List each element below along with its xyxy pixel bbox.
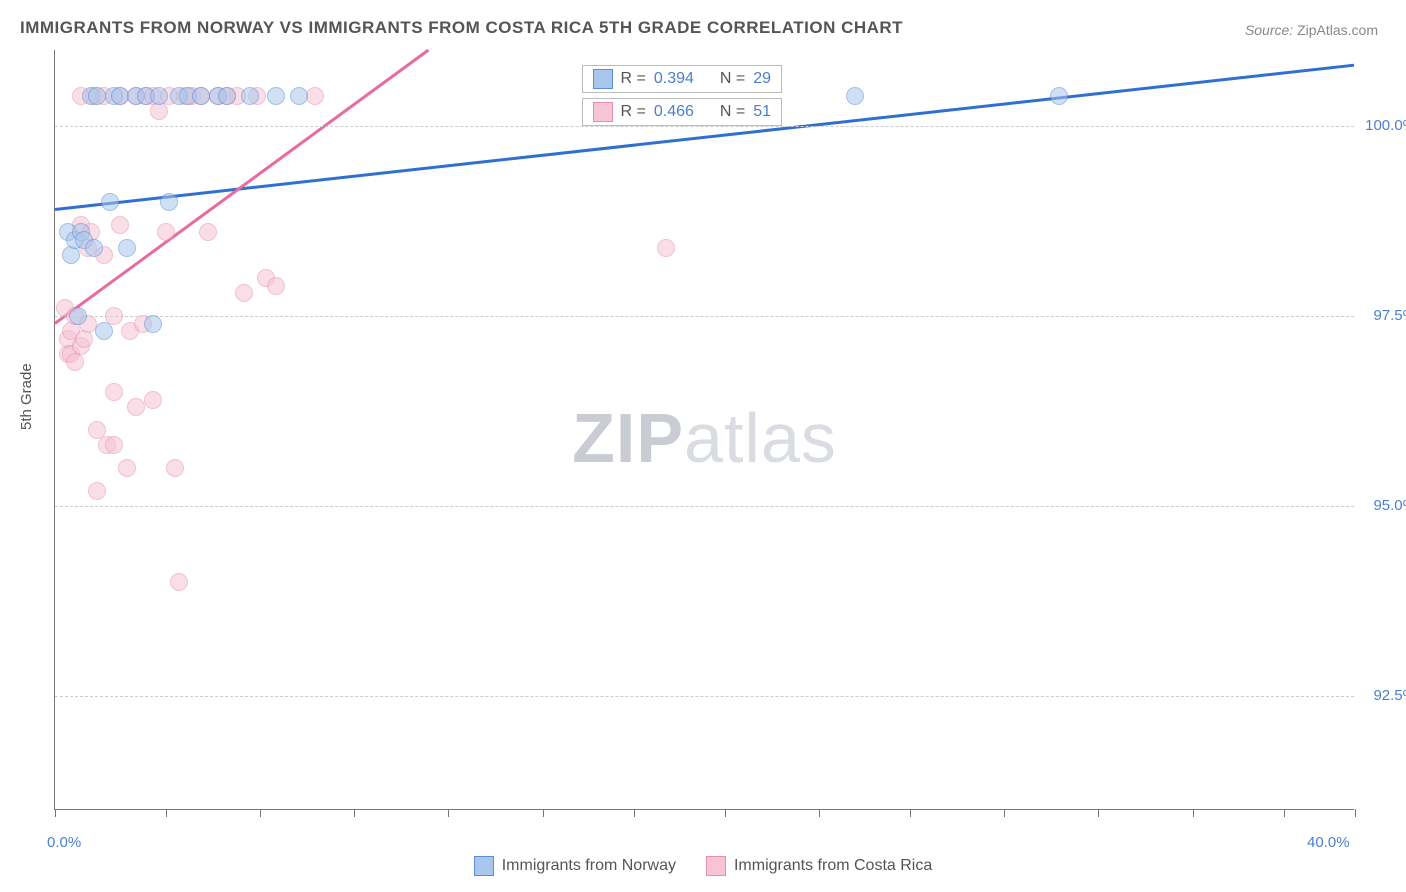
scatter-point: [62, 246, 80, 264]
x-tick: [1355, 809, 1356, 817]
legend-swatch-icon: [474, 856, 494, 876]
scatter-point: [199, 223, 217, 241]
watermark: ZIPatlas: [572, 398, 837, 478]
source-label: Source:: [1245, 22, 1293, 38]
x-tick: [634, 809, 635, 817]
stats-box-series-1: R = 0.394 N = 29: [582, 65, 783, 93]
grid-line-horizontal: [55, 316, 1354, 317]
scatter-point: [105, 436, 123, 454]
bottom-legend: Immigrants from Norway Immigrants from C…: [0, 856, 1406, 876]
scatter-point: [118, 459, 136, 477]
y-tick-label: 95.0%: [1373, 497, 1406, 514]
legend-swatch-icon: [706, 856, 726, 876]
watermark-bold: ZIP: [572, 399, 684, 477]
n-value-1: 29: [753, 70, 771, 88]
n-value-2: 51: [753, 103, 771, 121]
x-tick: [354, 809, 355, 817]
scatter-point: [88, 482, 106, 500]
scatter-point: [105, 383, 123, 401]
grid-line-horizontal: [55, 506, 1354, 507]
scatter-point: [75, 330, 93, 348]
plot-area: ZIPatlas R = 0.394 N = 29 R = 0.466 N = …: [54, 50, 1354, 810]
watermark-rest: atlas: [684, 399, 837, 477]
x-tick-label: 40.0%: [1307, 834, 1350, 851]
scatter-point: [111, 216, 129, 234]
scatter-point: [69, 307, 87, 325]
x-tick: [725, 809, 726, 817]
scatter-point: [170, 573, 188, 591]
x-tick: [1004, 809, 1005, 817]
x-tick: [1193, 809, 1194, 817]
scatter-point: [241, 87, 259, 105]
scatter-point: [306, 87, 324, 105]
r-label: R =: [621, 103, 646, 121]
scatter-point: [150, 87, 168, 105]
scatter-point: [846, 87, 864, 105]
legend-item-2: Immigrants from Costa Rica: [706, 856, 932, 876]
legend-item-1: Immigrants from Norway: [474, 856, 676, 876]
y-tick-label: 97.5%: [1373, 307, 1406, 324]
x-tick-label: 0.0%: [47, 834, 81, 851]
scatter-point: [85, 239, 103, 257]
scatter-point: [101, 193, 119, 211]
x-tick: [166, 809, 167, 817]
legend-swatch-1: [593, 69, 613, 89]
x-tick: [1284, 809, 1285, 817]
y-tick-label: 100.0%: [1365, 117, 1406, 134]
legend-swatch-2: [593, 102, 613, 122]
scatter-point: [166, 459, 184, 477]
scatter-point: [144, 315, 162, 333]
scatter-point: [157, 223, 175, 241]
scatter-point: [290, 87, 308, 105]
scatter-point: [657, 239, 675, 257]
scatter-point: [127, 398, 145, 416]
x-tick: [910, 809, 911, 817]
scatter-point: [235, 284, 253, 302]
y-tick-label: 92.5%: [1373, 687, 1406, 704]
scatter-point: [218, 87, 236, 105]
x-tick: [448, 809, 449, 817]
x-tick: [819, 809, 820, 817]
scatter-point: [118, 239, 136, 257]
source-value: ZipAtlas.com: [1297, 22, 1378, 38]
x-tick: [1098, 809, 1099, 817]
x-tick: [260, 809, 261, 817]
scatter-point: [1050, 87, 1068, 105]
grid-line-horizontal: [55, 696, 1354, 697]
legend-label-1: Immigrants from Norway: [502, 857, 676, 875]
r-label: R =: [621, 70, 646, 88]
r-value-1: 0.394: [654, 70, 694, 88]
n-label: N =: [720, 103, 745, 121]
chart-container: IMMIGRANTS FROM NORWAY VS IMMIGRANTS FRO…: [0, 0, 1406, 892]
scatter-point: [267, 277, 285, 295]
x-tick: [543, 809, 544, 817]
grid-line-horizontal: [55, 126, 1354, 127]
scatter-point: [267, 87, 285, 105]
source-attribution: Source: ZipAtlas.com: [1245, 22, 1378, 38]
y-axis-label: 5th Grade: [18, 363, 35, 430]
legend-label-2: Immigrants from Costa Rica: [734, 857, 932, 875]
chart-title: IMMIGRANTS FROM NORWAY VS IMMIGRANTS FRO…: [20, 18, 903, 38]
n-label: N =: [720, 70, 745, 88]
scatter-point: [95, 322, 113, 340]
scatter-point: [160, 193, 178, 211]
scatter-point: [144, 391, 162, 409]
x-tick: [55, 809, 56, 817]
r-value-2: 0.466: [654, 103, 694, 121]
stats-box-series-2: R = 0.466 N = 51: [582, 98, 783, 126]
